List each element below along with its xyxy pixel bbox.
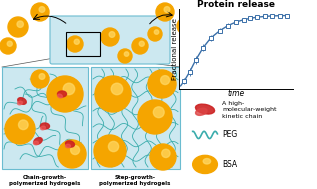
Circle shape [177, 18, 193, 34]
Text: PEG: PEG [222, 130, 238, 139]
Ellipse shape [41, 123, 49, 129]
Circle shape [58, 140, 86, 168]
Ellipse shape [41, 126, 45, 130]
Circle shape [94, 135, 126, 167]
Ellipse shape [34, 141, 38, 145]
Ellipse shape [18, 98, 26, 104]
Circle shape [67, 36, 83, 52]
Circle shape [39, 7, 45, 12]
Circle shape [18, 120, 28, 130]
Circle shape [150, 144, 176, 170]
FancyBboxPatch shape [50, 16, 170, 64]
Circle shape [47, 76, 83, 112]
Circle shape [161, 76, 170, 84]
Circle shape [153, 107, 164, 118]
Title: Protein release: Protein release [197, 0, 275, 9]
Circle shape [154, 30, 159, 34]
Ellipse shape [58, 94, 62, 98]
Circle shape [203, 159, 210, 164]
Ellipse shape [196, 104, 215, 114]
Circle shape [162, 149, 170, 157]
Circle shape [156, 3, 174, 21]
Circle shape [148, 70, 176, 98]
Circle shape [31, 70, 49, 88]
Bar [2, 67, 88, 169]
Circle shape [39, 74, 45, 79]
Circle shape [17, 21, 23, 27]
Circle shape [5, 114, 35, 144]
Circle shape [0, 38, 16, 54]
Circle shape [95, 76, 131, 112]
Circle shape [101, 28, 119, 46]
Y-axis label: Fractional release: Fractional release [172, 18, 178, 80]
Circle shape [124, 52, 129, 56]
Circle shape [8, 17, 28, 37]
Circle shape [63, 83, 75, 95]
Circle shape [111, 83, 123, 95]
Text: BSA: BSA [222, 160, 237, 169]
Circle shape [184, 21, 189, 26]
Bar [66, 32, 100, 56]
Circle shape [148, 27, 162, 41]
Circle shape [7, 41, 12, 46]
Bar [91, 67, 180, 169]
Circle shape [108, 141, 119, 152]
X-axis label: time: time [228, 89, 245, 98]
Circle shape [31, 3, 49, 21]
Circle shape [138, 100, 172, 134]
Circle shape [71, 146, 80, 155]
Ellipse shape [34, 138, 42, 144]
Text: A high-
molecular-weight
kinetic chain: A high- molecular-weight kinetic chain [222, 101, 277, 119]
Circle shape [139, 41, 144, 46]
Ellipse shape [196, 108, 207, 115]
Circle shape [164, 7, 170, 12]
Text: Chain-growth-
polymerized hydrogels: Chain-growth- polymerized hydrogels [9, 175, 81, 186]
Circle shape [109, 32, 115, 37]
Circle shape [74, 39, 79, 44]
Ellipse shape [57, 91, 67, 97]
Text: Step-growth-
polymerized hydrogels: Step-growth- polymerized hydrogels [99, 175, 171, 186]
Circle shape [132, 38, 148, 54]
Ellipse shape [17, 101, 23, 105]
Circle shape [118, 49, 132, 63]
Ellipse shape [66, 141, 74, 147]
Circle shape [193, 155, 217, 174]
Ellipse shape [66, 144, 70, 148]
